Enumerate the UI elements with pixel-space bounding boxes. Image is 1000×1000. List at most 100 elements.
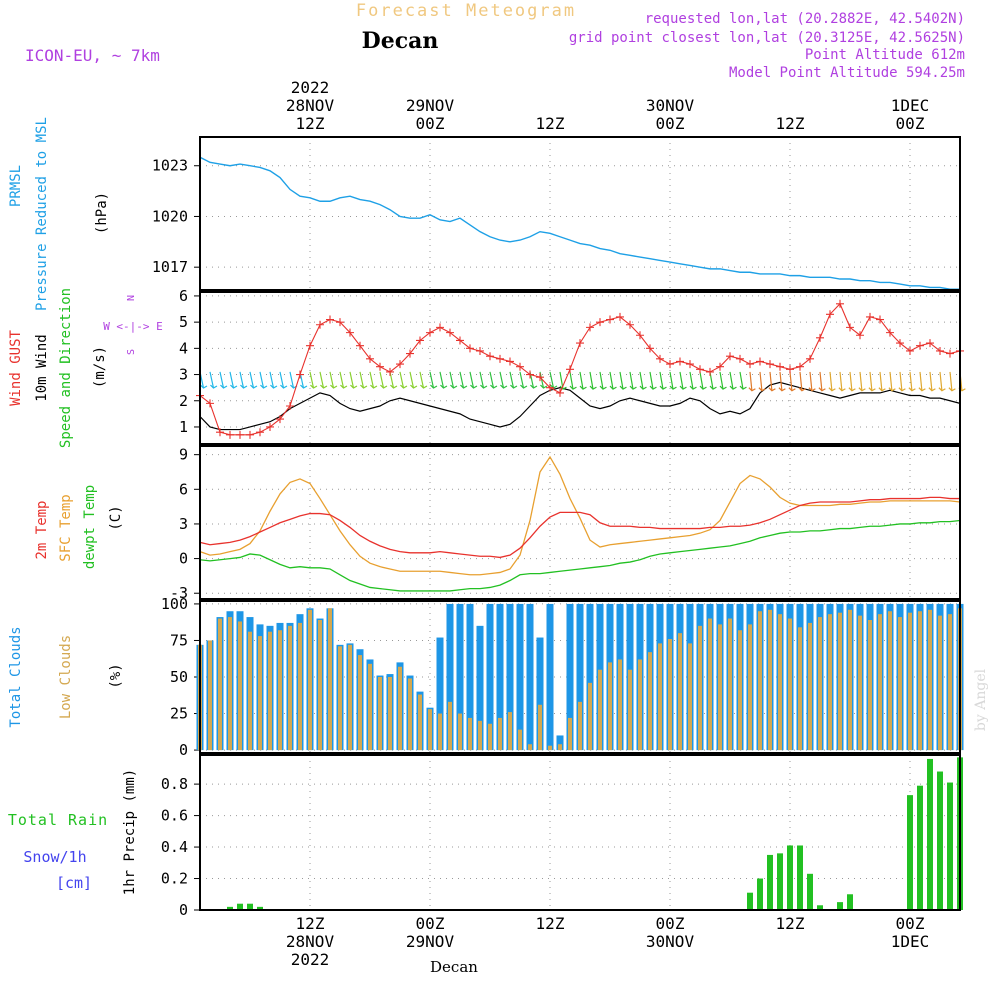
- wind-gust-marker: [486, 352, 494, 361]
- wind-arrow-shaft: [479, 371, 485, 389]
- wind-arrow-shaft: [609, 371, 614, 390]
- wind-gust-marker: [816, 333, 824, 342]
- low-cloud-bar: [578, 701, 582, 751]
- wind-direction-arrow: [509, 371, 518, 389]
- wind-arrow-shaft: [339, 371, 345, 389]
- low-cloud-bar: [458, 713, 462, 751]
- low-cloud-bar: [918, 611, 922, 751]
- low-cloud-bar: [628, 669, 632, 751]
- panel-frame-precip: [199, 754, 961, 911]
- rain-bar: [777, 853, 783, 910]
- wind-arrow-head: [450, 384, 458, 389]
- low-cloud-bar: [268, 631, 272, 751]
- low-cloud-bar: [518, 729, 522, 751]
- wind-arrow-head: [798, 387, 806, 392]
- dewpoint-label: dewpt Temp: [82, 485, 98, 569]
- low-cloud-bar: [718, 624, 722, 751]
- low-cloud-bar: [658, 643, 662, 751]
- total-cloud-bar: [486, 603, 494, 751]
- y-tick-label: 3: [179, 366, 188, 384]
- wind-arrow-head: [709, 385, 717, 390]
- rain-bar: [947, 782, 953, 910]
- wind-arrow-head: [689, 385, 697, 390]
- wind-gust-marker: [686, 360, 694, 369]
- wind-direction-arrow: [729, 371, 737, 390]
- wind-direction-arrow: [689, 371, 697, 390]
- wind-direction-arrow: [739, 371, 747, 390]
- wind-arrow-shaft: [869, 371, 873, 391]
- wind-direction-arrow: [599, 371, 607, 390]
- total-cloud-bar: [546, 603, 554, 751]
- wind-arrow-head: [838, 387, 846, 392]
- wind-arrow-shaft: [629, 371, 634, 390]
- wind-arrow-head: [729, 385, 737, 390]
- wind-direction-arrow: [719, 371, 727, 390]
- rain-bar: [817, 905, 823, 910]
- rain-bar: [797, 845, 803, 910]
- wind-direction-arrow: [399, 371, 408, 389]
- wind-direction-arrow: [579, 371, 587, 390]
- wind-arrow-head: [530, 384, 538, 389]
- bottom-time-label: 2022: [291, 950, 330, 969]
- wind-direction-arrow: [898, 371, 906, 392]
- wind-arrow-head: [350, 384, 358, 389]
- pressure-unit: (hPa): [94, 192, 110, 234]
- y-tick-label: 2: [179, 392, 188, 410]
- y-tick-label: 3: [179, 515, 188, 533]
- wind-arrow-head: [340, 384, 348, 389]
- wind-gust-marker: [506, 357, 514, 366]
- grid-point-coords: grid point closest lon,lat (20.3125E, 42…: [569, 30, 965, 46]
- wind-arrow-shaft: [259, 371, 265, 389]
- low-cloud-bar: [808, 622, 812, 751]
- wind-direction-arrow: [649, 371, 657, 390]
- wind-arrow-head: [818, 387, 826, 392]
- wind-gust-marker: [236, 430, 244, 439]
- wind-arrow-head: [868, 387, 876, 392]
- low-cloud-bar: [448, 701, 452, 751]
- wind-gust-marker: [776, 362, 784, 371]
- wind-arrow-shaft: [829, 371, 833, 391]
- wind-arrow-head: [420, 384, 428, 389]
- wind-direction-arrow: [219, 371, 228, 389]
- wind-direction-arrow: [239, 371, 248, 389]
- wind-gust-marker: [606, 315, 614, 324]
- bottom-time-label: 00Z: [416, 914, 445, 933]
- wind-direction-arrow: [619, 371, 627, 390]
- bottom-time-label: 30NOV: [646, 932, 695, 951]
- wind-arrow-shaft: [279, 371, 285, 389]
- wind-arrow-shaft: [459, 371, 465, 389]
- y-tick-label: 6: [179, 480, 188, 498]
- low-cloud-bar: [238, 621, 242, 751]
- wind-arrow-head: [220, 384, 228, 389]
- wind-direction-arrow: [329, 371, 338, 389]
- wind-direction-arrow: [858, 371, 866, 392]
- wind-arrow-head: [440, 384, 448, 389]
- low-cloud-bar: [748, 624, 752, 751]
- rain-bar: [227, 906, 233, 910]
- snow-label: Snow/1h: [23, 848, 86, 866]
- wind-arrow-shaft: [739, 371, 744, 390]
- wind-gust-marker: [546, 383, 554, 392]
- pressure-label: PRMSL: [8, 165, 24, 207]
- wind-arrow-head: [898, 387, 906, 392]
- total-cloud-bar: [506, 603, 514, 751]
- wind-gust-marker: [676, 357, 684, 366]
- wind-gust-marker: [896, 339, 904, 348]
- rain-bar: [757, 878, 763, 910]
- panel-frame-temperature: [199, 445, 961, 600]
- wind-arrow-head: [520, 384, 528, 389]
- wind-speed-line: [199, 381, 961, 431]
- low-cloud-bar: [258, 636, 262, 751]
- wind-gust-marker: [866, 312, 874, 321]
- wind-arrow-shaft: [719, 371, 724, 390]
- wind-direction-arrow: [499, 371, 508, 389]
- wind-arrow-shaft: [519, 371, 525, 389]
- wind-arrow-shaft: [389, 371, 395, 389]
- low-cloud-bar: [618, 659, 622, 751]
- y-tick-label: 4: [179, 339, 188, 357]
- wind-gust-marker: [566, 365, 574, 374]
- wind-arrow-shaft: [899, 371, 903, 391]
- sfc-temp-label: SFC Temp: [58, 494, 74, 561]
- low-cloud-bar: [788, 618, 792, 751]
- wind-direction-arrow: [629, 371, 637, 390]
